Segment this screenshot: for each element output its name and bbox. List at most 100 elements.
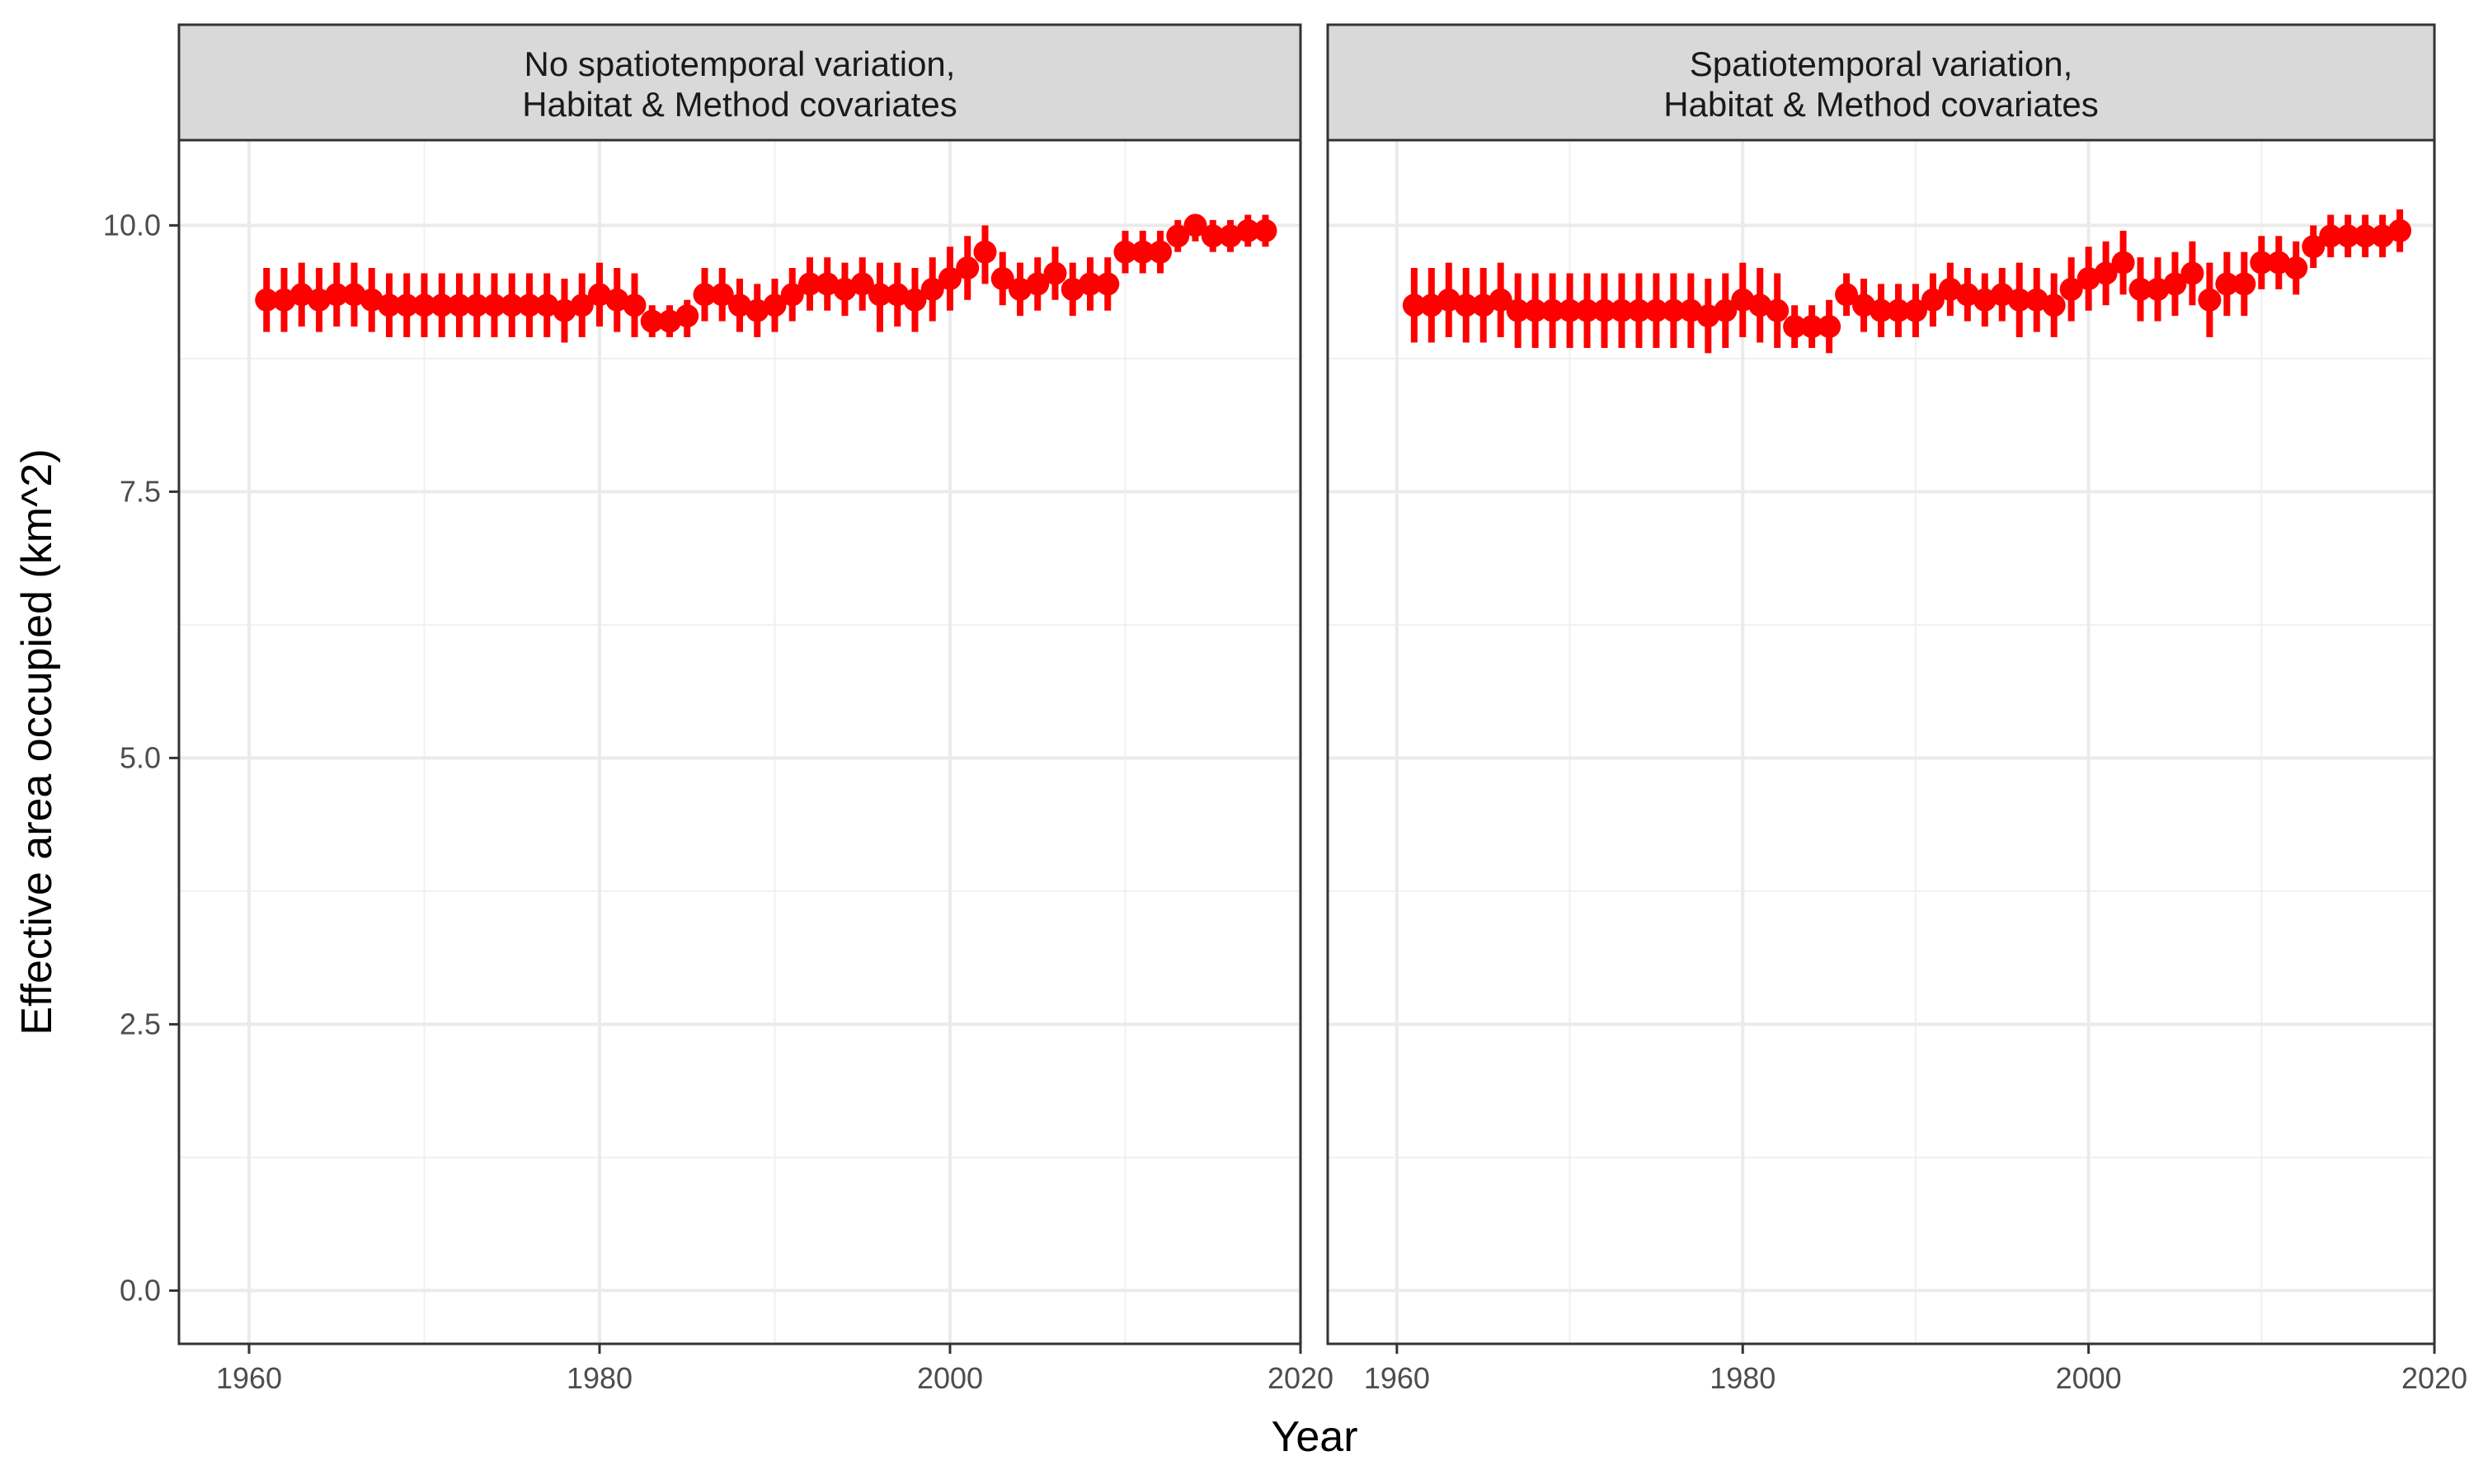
y-tick-label: 10.0 [103, 208, 161, 242]
data-point [2128, 277, 2152, 301]
data-point [956, 256, 980, 280]
data-point [2180, 261, 2204, 285]
strip-label-line-2: Habitat & Method covariates [1663, 85, 2099, 124]
data-point [2163, 272, 2187, 296]
data-point [850, 272, 874, 296]
data-point [1575, 298, 1599, 322]
data-point [482, 294, 506, 317]
data-point [430, 294, 454, 317]
data-point [2215, 272, 2239, 296]
data-point [325, 283, 349, 307]
data-point [395, 294, 419, 317]
data-point [780, 283, 804, 307]
facet-panel-left: No spatiotemporal variation, Habitat & M… [103, 23, 1333, 1395]
data-point [1558, 298, 1582, 322]
data-point [360, 288, 383, 312]
data-point [728, 294, 751, 317]
strip-label-line-2: Habitat & Method covariates [522, 85, 957, 124]
data-point [833, 277, 857, 301]
x-tick-label: 2000 [2056, 1361, 2122, 1395]
data-point [710, 283, 734, 307]
x-tick-label: 1980 [567, 1361, 633, 1395]
x-tick-label: 2020 [1268, 1361, 1333, 1395]
data-point [2198, 288, 2222, 312]
data-point [868, 283, 891, 307]
data-point [465, 294, 489, 317]
data-point [1183, 214, 1207, 237]
data-point [658, 309, 681, 333]
strip-label-line-1: Spatiotemporal variation, [1690, 45, 2073, 83]
data-point [570, 294, 594, 317]
data-point [640, 309, 664, 333]
data-point [1149, 240, 1172, 264]
data-point [2250, 251, 2274, 275]
data-point [745, 298, 769, 322]
data-point [1644, 298, 1668, 322]
data-point [1835, 283, 1859, 307]
data-point [1131, 240, 1155, 264]
data-point [1800, 315, 1824, 339]
data-point [1783, 315, 1807, 339]
data-point [518, 294, 541, 317]
data-point [1610, 298, 1634, 322]
data-point [1096, 272, 1120, 296]
x-tick-label: 1960 [216, 1361, 282, 1395]
panel-border [177, 139, 1302, 1345]
data-point [553, 298, 576, 322]
data-point [2388, 218, 2412, 242]
data-point [1592, 298, 1616, 322]
data-point [1627, 298, 1651, 322]
data-point [1540, 298, 1564, 322]
data-point [378, 294, 401, 317]
data-point [1662, 298, 1686, 322]
data-point [1766, 298, 1790, 322]
data-point [272, 288, 296, 312]
panel-border [1326, 139, 2436, 1345]
data-point [2111, 251, 2135, 275]
data-point [448, 294, 471, 317]
data-point [798, 272, 821, 296]
data-point [1523, 298, 1547, 322]
plot-area [1328, 140, 2434, 1344]
data-point [1454, 294, 1478, 317]
y-tick-label: 7.5 [120, 474, 161, 508]
data-point [255, 288, 279, 312]
data-point [1201, 224, 1225, 248]
data-point [1166, 224, 1190, 248]
data-point [816, 272, 840, 296]
x-tick-label: 2020 [2401, 1361, 2467, 1395]
data-point [2232, 272, 2256, 296]
y-axis-ticks: 0.0 2.5 5.0 7.5 10.0 [103, 208, 179, 1307]
data-point [903, 288, 927, 312]
y-tick-label: 2.5 [120, 1007, 161, 1040]
plot-area [179, 140, 1300, 1344]
x-axis-ticks: 1960 1980 2000 2020 [1364, 1344, 2467, 1395]
data-point [763, 294, 787, 317]
data-point [990, 266, 1014, 290]
data-point [1402, 294, 1426, 317]
x-tick-label: 1960 [1364, 1361, 1430, 1395]
data-point [1253, 218, 1277, 242]
data-point [886, 283, 910, 307]
y-tick-label: 5.0 [120, 740, 161, 774]
data-point [2094, 261, 2118, 285]
data-point [289, 283, 313, 307]
data-point [1219, 224, 1242, 248]
data-point [2336, 224, 2360, 248]
facet-panel-right: Spatiotemporal variation, Habitat & Meth… [1326, 23, 2467, 1395]
data-point [1506, 298, 1530, 322]
data-point [973, 240, 997, 264]
data-point [2319, 224, 2343, 248]
data-point [1714, 298, 1738, 322]
data-point [1061, 277, 1084, 301]
data-point [1236, 218, 1260, 242]
x-tick-label: 1980 [1710, 1361, 1776, 1395]
data-point [342, 283, 366, 307]
data-point [1886, 298, 1910, 322]
strip-label-line-1: No spatiotemporal variation, [524, 45, 956, 83]
grid-lines [179, 140, 1302, 1344]
data-point [2059, 277, 2083, 301]
x-axis-title: Year [1271, 1413, 1357, 1461]
x-axis-ticks: 1960 1980 2000 2020 [216, 1344, 1333, 1395]
